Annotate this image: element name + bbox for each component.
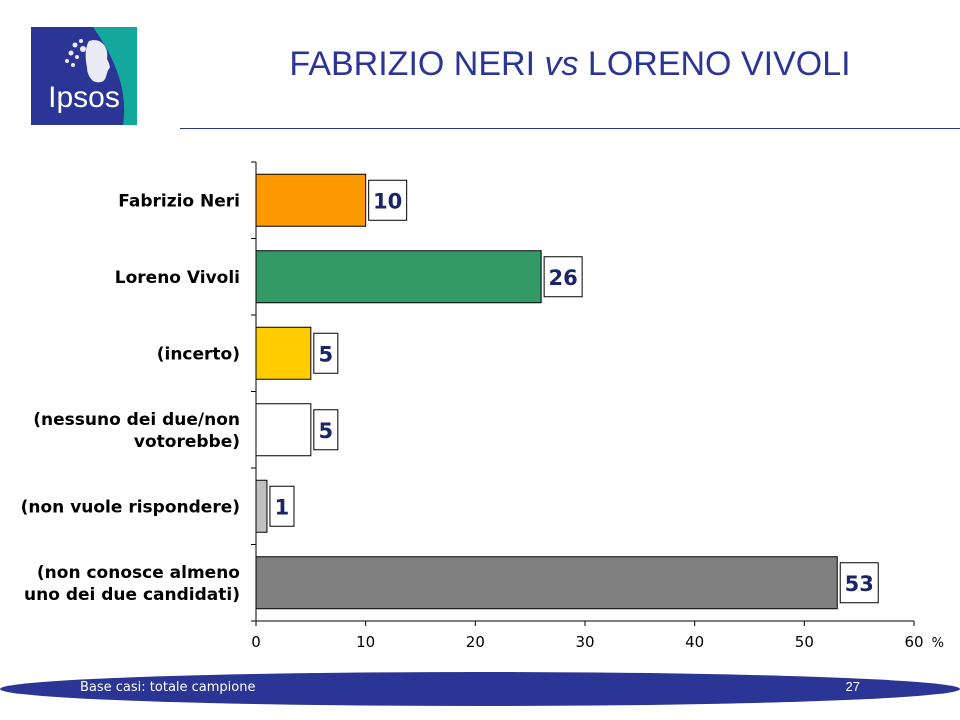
x-tick-label: 30 bbox=[575, 633, 594, 651]
value-label-box bbox=[313, 332, 339, 374]
bar bbox=[255, 479, 268, 533]
value-label-box bbox=[313, 409, 339, 451]
footer-band bbox=[0, 672, 960, 706]
category-label: Fabrizio Neri bbox=[118, 191, 240, 211]
footer-base-note: Base casi: totale campione bbox=[80, 680, 256, 695]
page-number: 27 bbox=[845, 679, 860, 694]
value-label-box bbox=[269, 485, 295, 527]
bar bbox=[255, 326, 312, 380]
x-tick-label: 0 bbox=[251, 633, 261, 651]
value-label: 5 bbox=[319, 342, 334, 366]
title-vs: vs bbox=[544, 45, 579, 83]
category-label: (non conosce almeno bbox=[37, 563, 240, 583]
x-tick-label: 20 bbox=[466, 633, 485, 651]
value-label: 1 bbox=[275, 495, 290, 519]
title-name-1: FABRIZIO NERI bbox=[289, 45, 545, 83]
value-label: 10 bbox=[373, 189, 402, 213]
bar bbox=[255, 173, 367, 227]
category-label: votorebbe) bbox=[134, 432, 240, 452]
category-label: uno dei due candidati) bbox=[24, 585, 240, 605]
value-label-box bbox=[839, 562, 879, 604]
category-label: Loreno Vivoli bbox=[115, 268, 240, 288]
value-label: 5 bbox=[319, 419, 334, 443]
x-axis-unit: % bbox=[932, 636, 944, 651]
value-label-box bbox=[543, 256, 583, 298]
category-label: (non vuole rispondere) bbox=[21, 497, 240, 517]
title-underline bbox=[180, 128, 960, 129]
value-label: 26 bbox=[549, 266, 578, 290]
x-tick-label: 50 bbox=[795, 633, 814, 651]
category-label: (nessuno dei due/non bbox=[33, 410, 240, 430]
category-label: (incerto) bbox=[157, 344, 240, 364]
ipsos-logo: Ipsos bbox=[31, 27, 137, 125]
value-label: 53 bbox=[845, 572, 874, 596]
logo-text: Ipsos bbox=[48, 81, 120, 114]
title-name-2: LORENO VIVOLI bbox=[578, 45, 851, 83]
x-tick-label: 60 bbox=[904, 633, 923, 651]
bar bbox=[255, 556, 838, 610]
bar bbox=[255, 403, 312, 457]
x-tick-label: 10 bbox=[356, 633, 375, 651]
value-label-box bbox=[368, 179, 408, 221]
bar bbox=[255, 250, 542, 304]
x-tick-label: 40 bbox=[685, 633, 704, 651]
page-title: FABRIZIO NERI vs LORENO VIVOLI bbox=[180, 40, 960, 90]
